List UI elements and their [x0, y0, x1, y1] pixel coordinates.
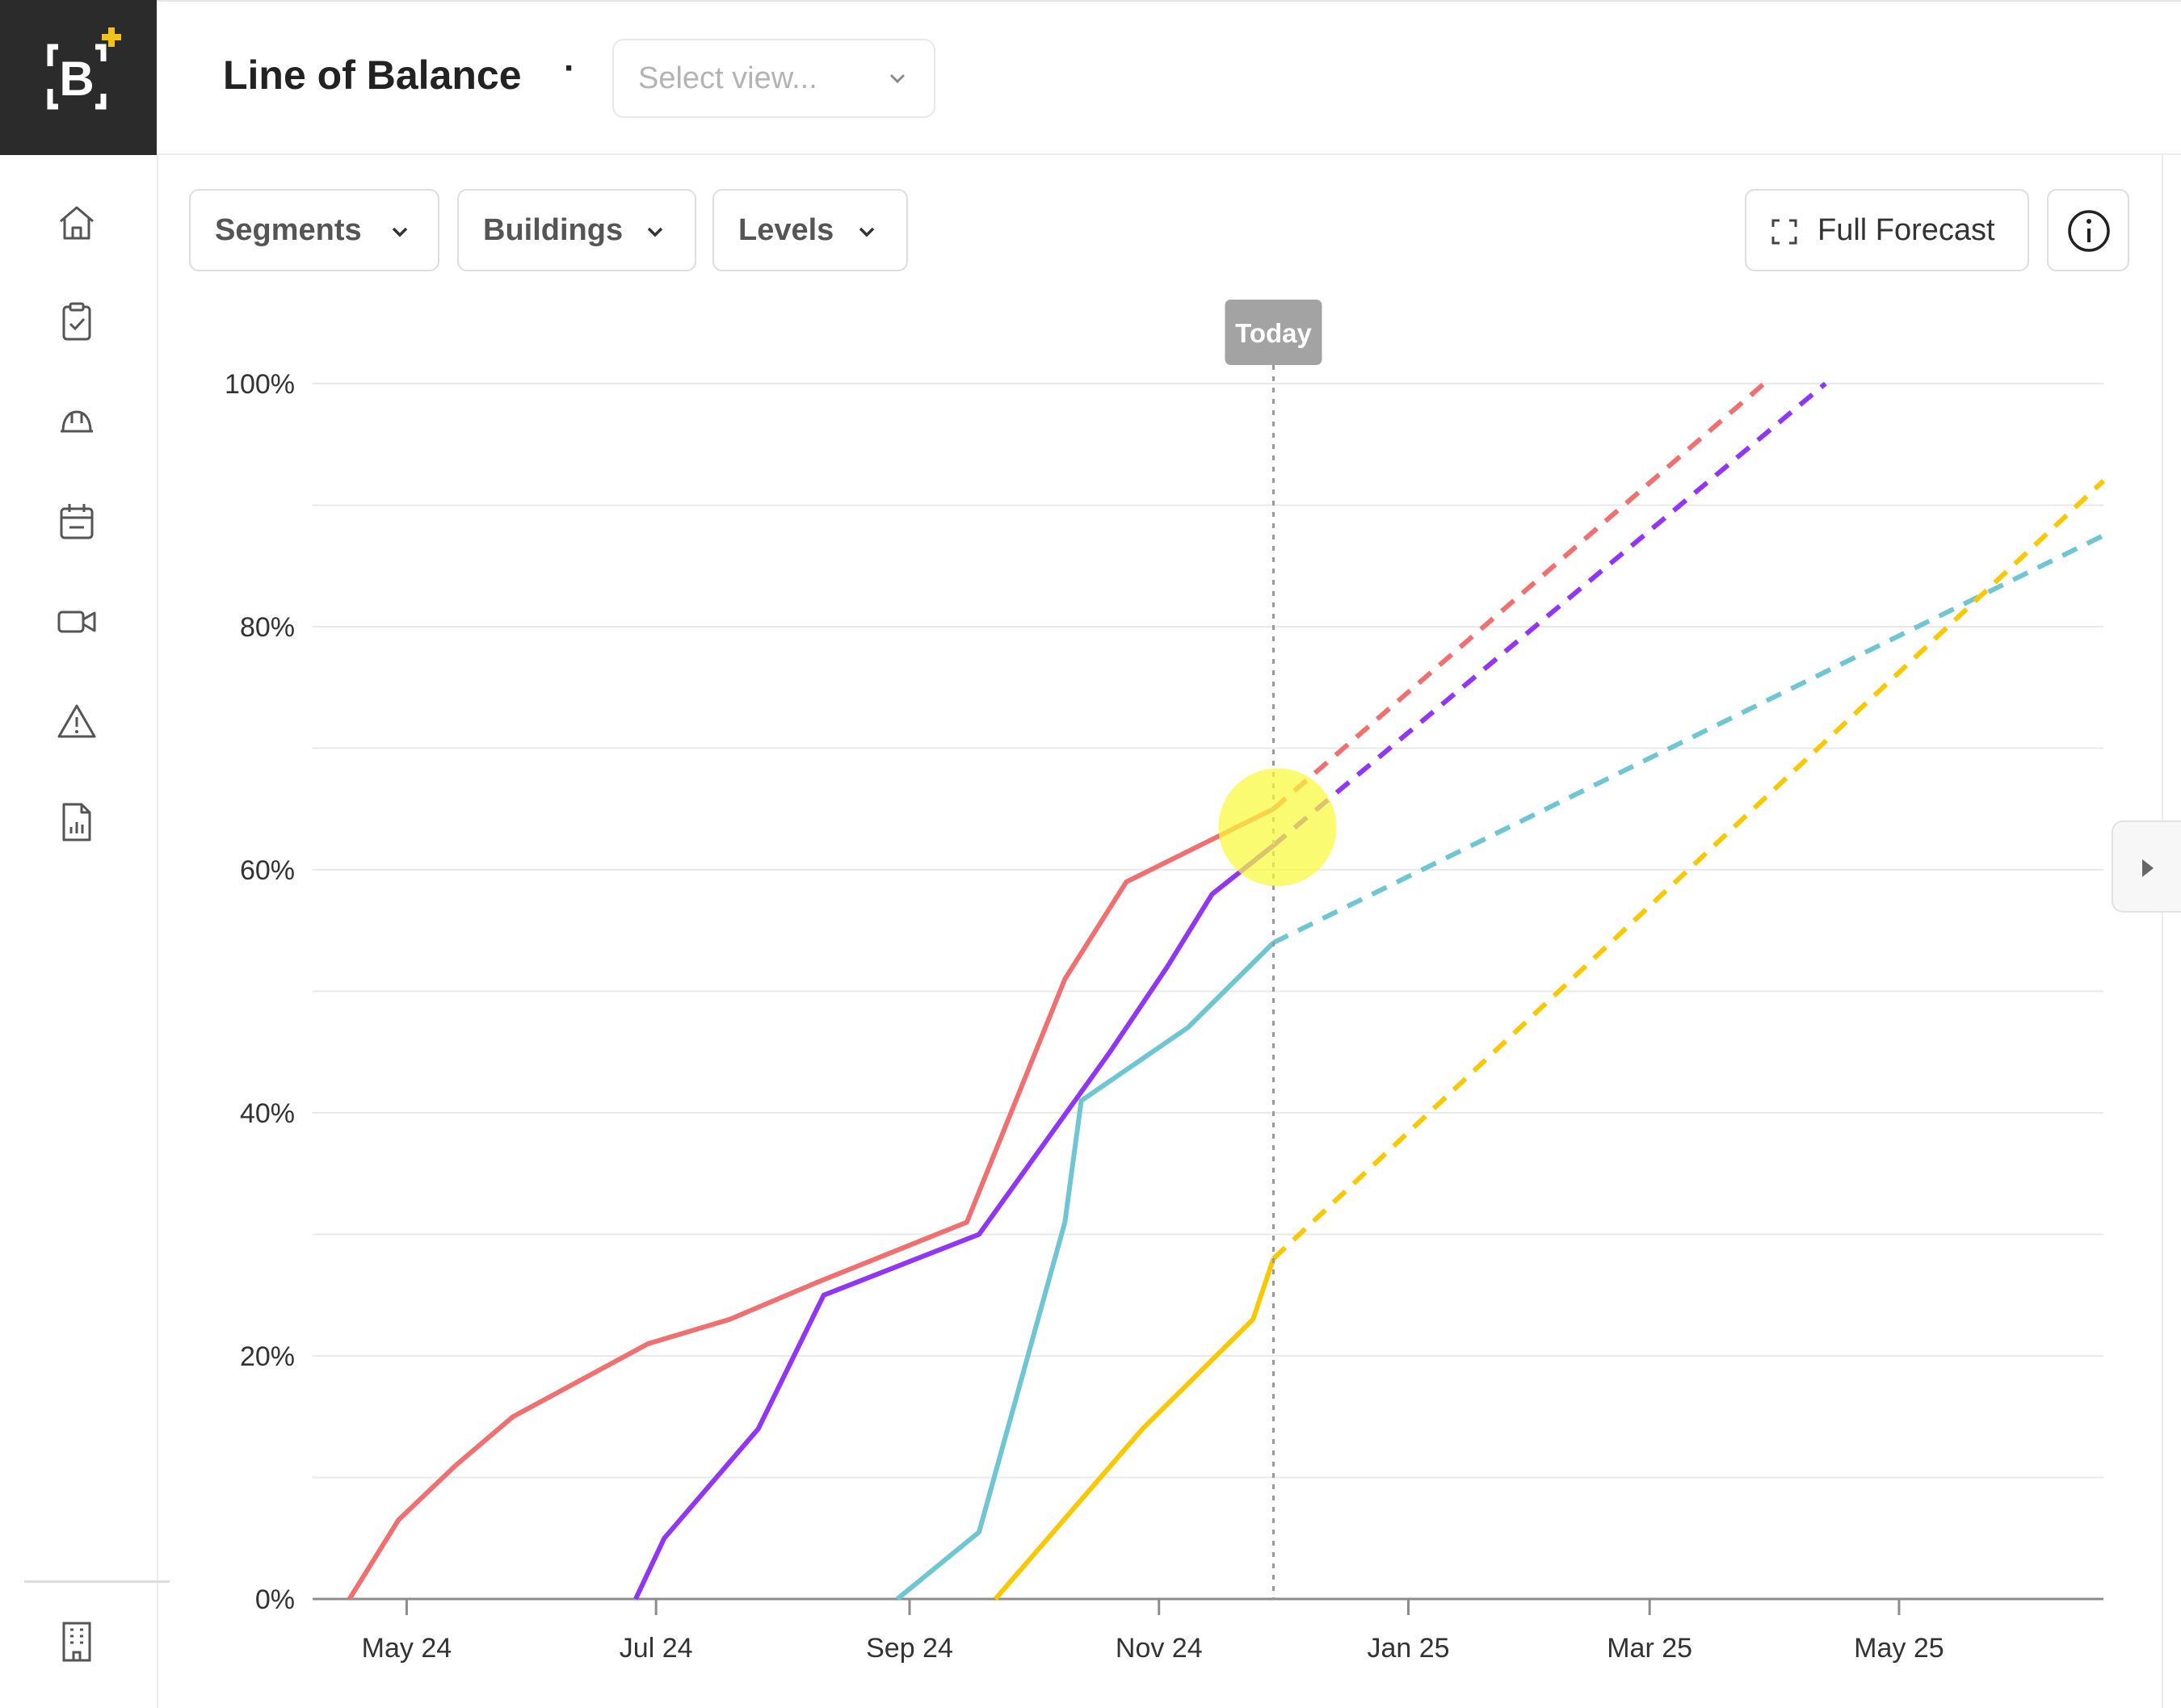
- clipboard-check-icon[interactable]: [54, 299, 99, 344]
- y-tick-label: 100%: [225, 369, 295, 400]
- today-label: Today: [1235, 318, 1312, 348]
- logo-mark-icon: B: [47, 27, 121, 110]
- sidebar-divider: [24, 1580, 170, 1583]
- y-tick-label: 80%: [240, 612, 295, 643]
- cursor-highlight: [1218, 768, 1337, 887]
- view-select[interactable]: Select view...: [612, 39, 935, 118]
- calendar-icon[interactable]: [54, 499, 99, 544]
- x-tick-label: Jul 24: [620, 1633, 693, 1664]
- warning-icon[interactable]: [54, 699, 99, 745]
- y-tick-label: 60%: [240, 855, 295, 886]
- full-forecast-button[interactable]: Full Forecast: [1745, 189, 2029, 271]
- video-icon[interactable]: [54, 599, 99, 644]
- series-line-forecast-2: [1271, 381, 1827, 848]
- hard-hat-icon[interactable]: [54, 399, 99, 444]
- full-forecast-label: Full Forecast: [1818, 213, 1995, 247]
- chevron-down-icon: [392, 227, 408, 237]
- y-tick-label: 20%: [240, 1341, 295, 1372]
- svg-text:B: B: [59, 52, 94, 106]
- segments-label: Segments: [215, 213, 362, 247]
- levels-dropdown[interactable]: Levels: [712, 189, 908, 271]
- expand-icon: [1771, 219, 1797, 245]
- series-line-actual-4: [994, 1257, 1276, 1601]
- buildings-dropdown[interactable]: Buildings: [457, 189, 696, 271]
- series-line-actual-2: [633, 843, 1275, 1601]
- building-icon[interactable]: [54, 1618, 99, 1664]
- chevron-down-icon: [647, 227, 663, 237]
- buildings-label: Buildings: [483, 213, 624, 247]
- series-line-forecast-1: [1271, 381, 1766, 812]
- caret-right-icon: [2142, 859, 2154, 877]
- x-tick-label: Sep 24: [866, 1633, 953, 1664]
- sidebar: [0, 155, 170, 1708]
- x-tick-label: Mar 25: [1607, 1633, 1692, 1664]
- series-line-actual-1: [347, 807, 1275, 1601]
- top-bar: Line of Balance · Select view...: [157, 0, 2181, 155]
- levels-label: Levels: [738, 213, 834, 247]
- chevron-down-icon: [859, 227, 875, 237]
- info-icon: [2068, 210, 2110, 252]
- page-title: Line of Balance: [223, 52, 522, 98]
- info-button[interactable]: [2047, 189, 2129, 271]
- report-icon[interactable]: [54, 799, 99, 845]
- x-tick-label: Jan 25: [1367, 1633, 1449, 1664]
- series-line-actual-3: [895, 941, 1275, 1601]
- x-tick-label: Nov 24: [1116, 1633, 1203, 1664]
- view-select-placeholder: Select view...: [638, 61, 817, 95]
- y-tick-label: 40%: [240, 1098, 295, 1129]
- series-line-forecast-3: [1272, 533, 2105, 945]
- expand-panel-tab[interactable]: [2112, 820, 2181, 913]
- app-logo[interactable]: B: [0, 0, 157, 155]
- right-panel-edge: [2162, 155, 2181, 1708]
- today-badge: [1225, 300, 1322, 365]
- series-line-forecast-4: [1271, 479, 2106, 1261]
- x-tick-label: May 25: [1854, 1633, 1944, 1664]
- x-tick-label: May 24: [362, 1633, 452, 1664]
- y-tick-label: 0%: [255, 1584, 295, 1615]
- chevron-down-icon: [889, 73, 906, 84]
- segments-dropdown[interactable]: Segments: [189, 189, 439, 271]
- title-separator: ·: [564, 48, 576, 88]
- home-icon[interactable]: [54, 200, 99, 245]
